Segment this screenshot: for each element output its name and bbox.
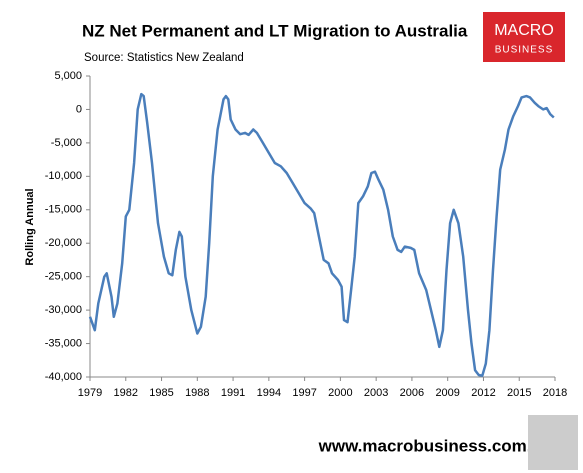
x-tick-label: 2006 (400, 387, 424, 399)
logo-text: MACRO (494, 22, 554, 39)
wolf-icon (528, 415, 578, 470)
y-tick-label: -20,000 (45, 237, 82, 249)
x-tick-label: 1997 (292, 387, 316, 399)
data-line (88, 92, 555, 377)
x-tick-label: 2000 (328, 387, 352, 399)
y-tick-label: -35,000 (45, 337, 82, 349)
x-tick-label: 1994 (257, 387, 281, 399)
y-tick-label: -30,000 (45, 304, 82, 316)
y-tick-label: 0 (76, 103, 82, 115)
x-tick-label: 1988 (185, 387, 209, 399)
x-tick-label: 2015 (507, 387, 531, 399)
x-tick-label: 1985 (149, 387, 173, 399)
footer: www.macrobusiness.com.au (318, 436, 552, 455)
y-tick-label: 5,000 (54, 70, 82, 82)
y-tick-label: -15,000 (45, 204, 82, 216)
y-tick-label: -25,000 (45, 271, 82, 283)
chart-title: NZ Net Permanent and LT Migration to Aus… (82, 21, 468, 40)
logo-box (483, 12, 565, 62)
x-tick-label: 2003 (364, 387, 388, 399)
logo-text: BUSINESS (495, 45, 554, 56)
chart-subtitle: Source: Statistics New Zealand (84, 52, 244, 64)
y-tick-label: -40,000 (45, 371, 82, 383)
y-tick-label: -5,000 (51, 137, 82, 149)
y-axis-label: Rolling Annual (24, 188, 36, 265)
x-tick-label: 1982 (114, 387, 138, 399)
x-tick-label: 2018 (543, 387, 567, 399)
x-tick-label: 1979 (78, 387, 102, 399)
x-tick-label: 2012 (471, 387, 495, 399)
y-tick-label: -10,000 (45, 170, 82, 182)
x-tick-label: 1991 (221, 387, 245, 399)
x-tick-label: 2009 (435, 387, 459, 399)
